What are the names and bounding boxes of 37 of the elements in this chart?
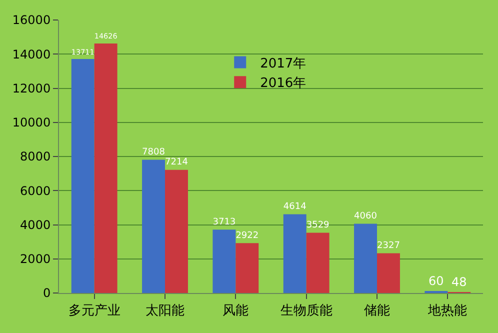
data-label: 7808 [142,148,166,158]
data-label: 4060 [354,211,378,222]
x-tick-label: 太阳能 [146,304,184,319]
legend-label: 2017年 [260,56,306,72]
y-tick-label: 4000 [20,218,51,232]
x-tick-label: 储能 [364,304,390,319]
data-label: 4614 [283,202,307,212]
x-tick-label: 地热能 [427,304,468,319]
y-tick-label: 2000 [20,252,51,266]
bar [283,214,306,293]
bar [236,243,259,293]
bar [212,230,236,293]
y-tick-label: 8000 [20,150,51,164]
y-tick-label: 6000 [20,184,51,198]
data-label: 3713 [212,217,236,228]
data-label: 2922 [236,230,259,241]
bar [306,232,330,293]
bar [354,224,377,293]
y-tick-label: 10000 [12,116,51,130]
y-tick-label: 14000 [12,47,51,62]
bar [165,170,188,293]
data-label: 2327 [377,241,400,252]
x-tick-label: 多元产业 [68,304,120,319]
x-tick-label: 风能 [222,304,249,319]
y-tick-label: 12000 [12,81,51,96]
bar [377,253,400,293]
bar [142,160,165,293]
data-label: 48 [452,275,467,289]
data-label: 60 [428,274,444,288]
data-label: 3529 [306,220,330,231]
y-tick-label: 16000 [12,13,51,28]
legend-label: 2016年 [260,76,306,92]
bar [94,43,118,293]
x-tick-label: 生物质能 [280,304,332,319]
data-label: 7214 [165,158,188,168]
bar [71,59,94,293]
y-tick-label: 0 [42,286,51,300]
